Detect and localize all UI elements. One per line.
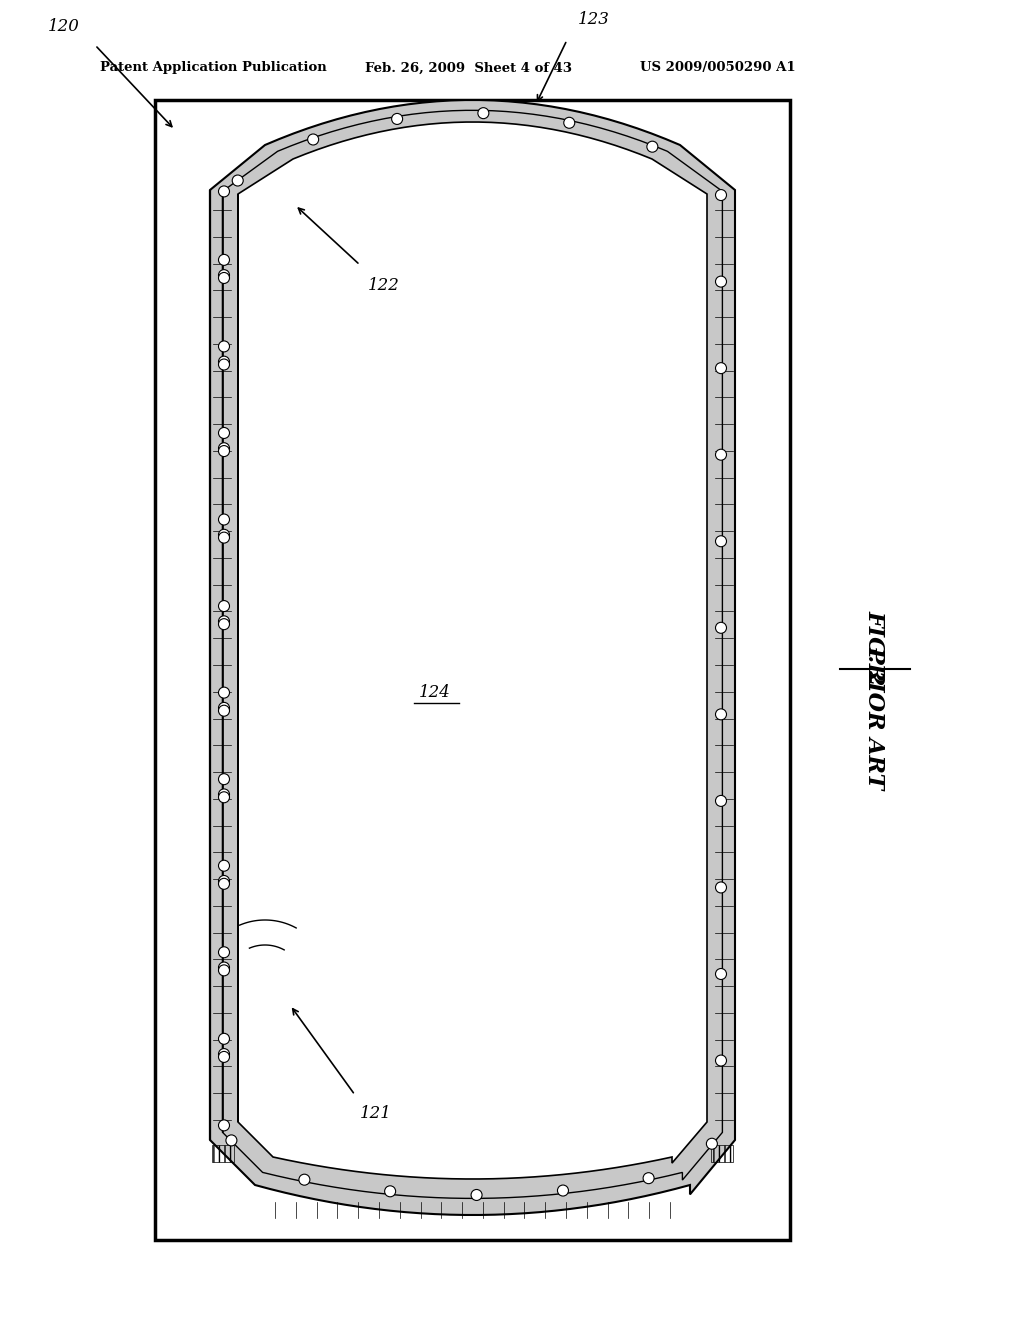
Circle shape (218, 946, 229, 958)
Circle shape (299, 1175, 310, 1185)
Circle shape (218, 861, 229, 871)
Circle shape (716, 1055, 726, 1067)
Text: 121: 121 (360, 1105, 392, 1122)
Circle shape (218, 532, 229, 543)
Circle shape (471, 1189, 482, 1200)
Text: Patent Application Publication: Patent Application Publication (100, 62, 327, 74)
Text: 123: 123 (578, 11, 609, 28)
Circle shape (307, 135, 318, 145)
Polygon shape (210, 100, 735, 1214)
Circle shape (564, 117, 574, 128)
Circle shape (218, 792, 229, 803)
Circle shape (232, 176, 244, 186)
Circle shape (218, 702, 229, 713)
Bar (212, 1144, 234, 1162)
Circle shape (716, 190, 726, 201)
Circle shape (218, 789, 229, 800)
Circle shape (218, 1119, 229, 1131)
Circle shape (218, 688, 229, 698)
Circle shape (716, 276, 726, 288)
Circle shape (716, 536, 726, 546)
Circle shape (218, 601, 229, 611)
Circle shape (218, 875, 229, 887)
Text: US 2009/0050290 A1: US 2009/0050290 A1 (640, 62, 796, 74)
Circle shape (218, 513, 229, 525)
Circle shape (218, 878, 229, 890)
Circle shape (218, 705, 229, 717)
Circle shape (218, 616, 229, 627)
Circle shape (478, 108, 488, 119)
Circle shape (716, 449, 726, 461)
Text: Feb. 26, 2009  Sheet 4 of 43: Feb. 26, 2009 Sheet 4 of 43 (365, 62, 572, 74)
Circle shape (707, 1138, 718, 1150)
Circle shape (716, 363, 726, 374)
Circle shape (647, 141, 657, 152)
Circle shape (218, 269, 229, 281)
Text: 124: 124 (419, 684, 451, 701)
Text: 122: 122 (368, 277, 400, 294)
Circle shape (716, 796, 726, 807)
Circle shape (218, 186, 229, 197)
Circle shape (218, 428, 229, 438)
Circle shape (218, 1048, 229, 1060)
Circle shape (218, 1034, 229, 1044)
Bar (155, 100, 790, 1239)
Circle shape (218, 359, 229, 370)
Circle shape (716, 969, 726, 979)
Circle shape (716, 882, 726, 892)
Polygon shape (238, 121, 707, 1179)
Circle shape (385, 1185, 395, 1197)
Circle shape (218, 442, 229, 454)
Circle shape (218, 774, 229, 784)
Circle shape (226, 1135, 237, 1146)
Text: PRIOR ART: PRIOR ART (864, 645, 886, 789)
Circle shape (218, 356, 229, 367)
Circle shape (218, 962, 229, 973)
Circle shape (218, 965, 229, 975)
Circle shape (391, 114, 402, 124)
Bar (711, 1144, 733, 1162)
Circle shape (716, 709, 726, 719)
Circle shape (716, 622, 726, 634)
Circle shape (218, 446, 229, 457)
Text: FIG. 2: FIG. 2 (864, 610, 886, 685)
Circle shape (643, 1172, 654, 1184)
Circle shape (218, 341, 229, 352)
Circle shape (218, 1052, 229, 1063)
Circle shape (218, 272, 229, 284)
Circle shape (557, 1185, 568, 1196)
Circle shape (218, 529, 229, 540)
Text: 120: 120 (48, 18, 80, 36)
Circle shape (218, 619, 229, 630)
Circle shape (218, 255, 229, 265)
